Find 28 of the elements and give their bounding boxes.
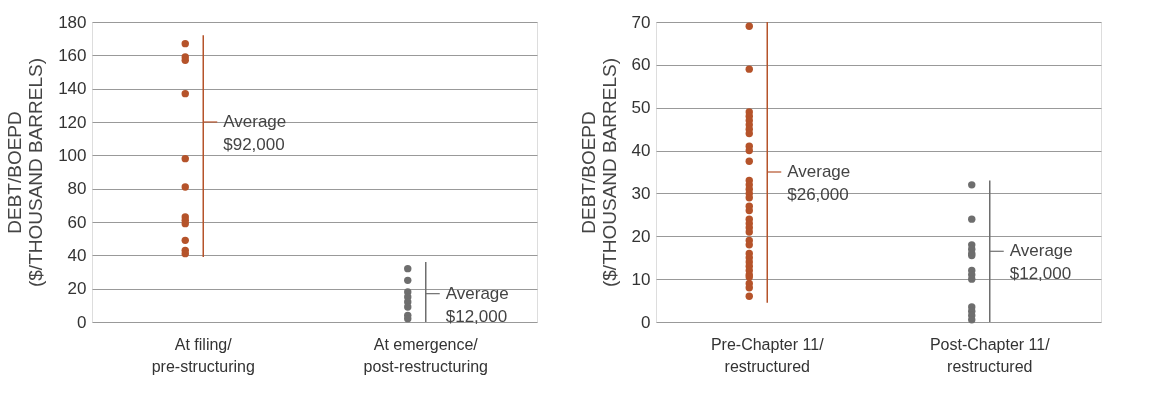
y-axis-title: DEBT/BOEPD ($/THOUSAND BARRELS) [577, 57, 620, 288]
y-tick-label: 50 [631, 98, 651, 118]
x-tick-label: Post-Chapter 11/ restructured [929, 335, 1051, 375]
annotation: Average $26,000 [787, 162, 851, 204]
y-tick-label: 40 [67, 245, 87, 265]
y-tick-label: 0 [641, 312, 651, 332]
y-tick-label: 80 [67, 179, 87, 199]
y-tick-label: 180 [58, 12, 87, 32]
y-tick-label: 20 [631, 226, 651, 246]
y-tick-label: 20 [67, 279, 87, 299]
y-tick-label: 30 [631, 183, 651, 203]
y-tick-label: 140 [58, 79, 87, 99]
y-tick-label: 60 [631, 55, 651, 75]
y-tick-label: 0 [77, 312, 87, 332]
y-tick-label: 40 [631, 141, 651, 161]
y-tick-label: 70 [631, 12, 651, 32]
x-tick-label: Pre-Chapter 11/ restructured [710, 335, 825, 375]
y-tick-label: 120 [58, 112, 87, 132]
annotation: Average $12,000 [445, 283, 509, 326]
y-tick-label: 100 [58, 145, 87, 165]
annotation: Average $12,000 [1009, 241, 1073, 284]
x-tick-label: At emergence/ post-restructuring [363, 335, 488, 375]
y-tick-label: 10 [631, 269, 651, 289]
y-axis-title: DEBT/BOEPD ($/THOUSAND BARRELS) [4, 57, 47, 288]
annotation: Average $92,000 [223, 112, 287, 154]
y-tick-label: 60 [67, 212, 87, 232]
y-tick-label: 160 [58, 45, 87, 65]
x-tick-label: At filing/ pre-structuring [151, 335, 255, 375]
